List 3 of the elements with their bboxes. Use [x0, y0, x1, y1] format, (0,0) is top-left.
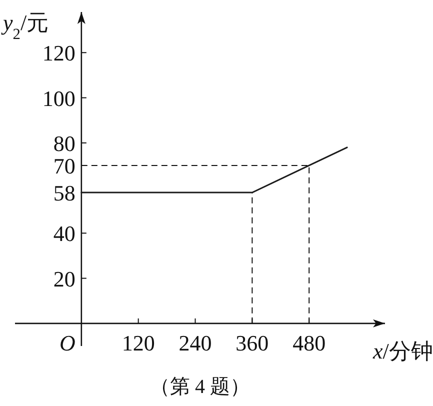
- xlabel: x/分钟: [373, 338, 433, 364]
- annotation: （第 4 题）: [150, 376, 250, 398]
- ylabel: y$_{2}$/元: [3, 10, 49, 42]
